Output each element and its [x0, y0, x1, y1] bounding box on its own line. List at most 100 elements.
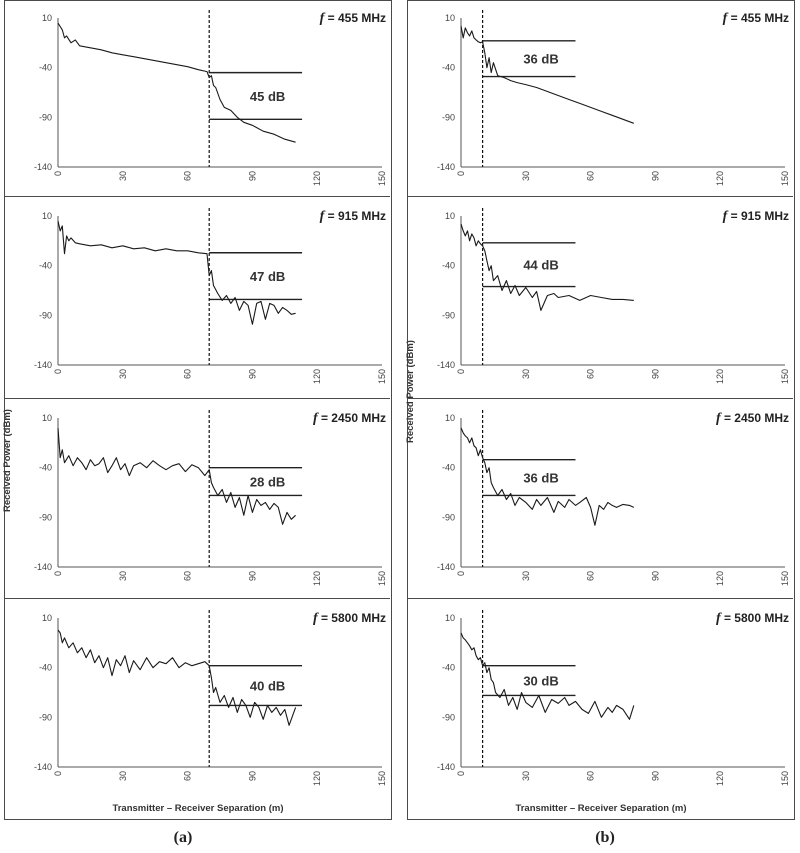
- x-tick-label: 30: [118, 369, 128, 379]
- panel-separator: [4, 196, 390, 197]
- x-tick-label: 0: [456, 771, 466, 776]
- x-tick-label: 60: [183, 369, 193, 379]
- attenuation-annotation: 45 dB: [250, 89, 285, 104]
- y-axis-label-b: Received Power (dBm): [405, 340, 416, 443]
- y-tick-label: -90: [39, 712, 52, 722]
- x-tick-label: 0: [456, 369, 466, 374]
- x-tick-label: 150: [377, 571, 387, 586]
- x-tick-label: 120: [312, 571, 322, 586]
- y-tick-label: 10: [445, 13, 455, 23]
- panel-separator: [407, 598, 793, 599]
- attenuation-annotation: 40 dB: [250, 679, 285, 694]
- panel-a-3: 10 -40 -90 -140 0 30 60 90 120 150 28 dB f = 2450 M…: [4, 398, 392, 596]
- x-tick-label: 120: [312, 171, 322, 186]
- y-tick-label: -140: [437, 562, 455, 572]
- x-tick-label: 90: [650, 171, 660, 181]
- x-tick-label: 120: [715, 171, 725, 186]
- y-tick-label: -40: [442, 63, 455, 73]
- y-tick-label: 10: [445, 413, 455, 423]
- y-tick-label: -90: [39, 512, 52, 522]
- frequency-title: f = 915 MHz: [723, 209, 789, 224]
- subfigure-label-a: (a): [173, 829, 193, 846]
- x-tick-label: 60: [586, 369, 596, 379]
- received-power-series: [57, 629, 297, 726]
- x-tick-label: 120: [715, 369, 725, 384]
- y-tick-label: -140: [34, 562, 52, 572]
- frequency-title: f = 5800 MHz: [313, 611, 386, 626]
- x-tick-label: 0: [53, 571, 63, 576]
- x-tick-label: 30: [521, 771, 531, 781]
- y-tick-label: -90: [442, 512, 455, 522]
- x-tick-label: 90: [247, 369, 257, 379]
- y-tick-label: 10: [42, 211, 52, 221]
- received-power-series: [460, 427, 635, 526]
- x-tick-label: 90: [650, 369, 660, 379]
- subfigure-label-b: (b): [595, 829, 615, 846]
- y-tick-label: -140: [34, 360, 52, 370]
- received-power-series: [57, 427, 296, 525]
- frequency-title: f = 2450 MHz: [716, 411, 789, 426]
- y-tick-label: -140: [437, 360, 455, 370]
- x-axis-label-b: Transmitter – Receiver Separation (m): [515, 803, 687, 814]
- panel-separator: [407, 196, 793, 197]
- x-tick-label: 0: [456, 171, 466, 176]
- panel-separator: [4, 598, 390, 599]
- y-tick-label: 10: [42, 13, 52, 23]
- x-tick-label: 150: [377, 171, 387, 186]
- y-tick-label: -40: [39, 463, 52, 473]
- x-tick-label: 30: [118, 171, 128, 181]
- y-tick-label: -90: [39, 310, 52, 320]
- column-a-frame: [4, 0, 392, 820]
- x-tick-label: 60: [183, 571, 193, 581]
- x-tick-label: 60: [586, 171, 596, 181]
- frequency-title: f = 455 MHz: [320, 11, 386, 26]
- x-tick-label: 90: [650, 771, 660, 781]
- attenuation-annotation: 28 dB: [250, 475, 285, 490]
- x-tick-label: 90: [247, 171, 257, 181]
- panel-a-1: 10 -40 -90 -140 0 30 60 90 120 150 45 dB f = 455 MH…: [4, 0, 392, 196]
- attenuation-annotation: 44 dB: [523, 258, 558, 273]
- y-tick-label: -140: [34, 162, 52, 172]
- panel-separator: [407, 398, 793, 399]
- panel-b-3: 10 -40 -90 -140 0 30 60 90 120 150 36 dB f = 2450 M…: [407, 398, 795, 596]
- x-tick-label: 90: [247, 771, 257, 781]
- x-tick-label: 150: [377, 771, 387, 786]
- received-power-series: [460, 632, 635, 720]
- x-tick-label: 30: [118, 771, 128, 781]
- frequency-title: f = 915 MHz: [320, 209, 386, 224]
- x-tick-label: 0: [456, 571, 466, 576]
- x-tick-label: 60: [586, 571, 596, 581]
- x-tick-label: 30: [118, 571, 128, 581]
- y-tick-label: -90: [442, 112, 455, 122]
- attenuation-annotation: 30 dB: [523, 674, 558, 689]
- y-tick-label: -40: [442, 261, 455, 271]
- y-tick-label: -40: [39, 663, 52, 673]
- panel-a-2: 10 -40 -90 -140 0 30 60 90 120 150 47 dB f = 915 MH…: [4, 196, 392, 394]
- x-tick-label: 90: [650, 571, 660, 581]
- y-tick-label: -140: [34, 762, 52, 772]
- panel-a-4: 10 -40 -90 -140 0 30 60 90 120 150 40 dB f = 5800 M…: [4, 598, 392, 796]
- column-b-frame: [407, 0, 795, 820]
- x-tick-label: 90: [247, 571, 257, 581]
- x-tick-label: 0: [53, 171, 63, 176]
- x-tick-label: 150: [780, 571, 790, 586]
- x-tick-label: 60: [183, 771, 193, 781]
- frequency-title: f = 2450 MHz: [313, 411, 386, 426]
- attenuation-annotation: 47 dB: [250, 269, 285, 284]
- x-tick-label: 120: [715, 571, 725, 586]
- x-tick-label: 150: [377, 369, 387, 384]
- panel-b-2: 10 -40 -90 -140 0 30 60 90 120 150 44 dB f = 915 MH…: [407, 196, 795, 394]
- received-power-series: [57, 22, 296, 143]
- x-tick-label: 30: [521, 171, 531, 181]
- y-tick-label: -40: [39, 63, 52, 73]
- x-tick-label: 120: [312, 771, 322, 786]
- attenuation-annotation: 36 dB: [523, 471, 558, 486]
- y-tick-label: -140: [437, 162, 455, 172]
- frequency-title: f = 455 MHz: [723, 11, 789, 26]
- y-tick-label: -90: [39, 112, 52, 122]
- panel-b-1: 10 -40 -90 -140 0 30 60 90 120 150 36 dB f = 455 MH…: [407, 0, 795, 196]
